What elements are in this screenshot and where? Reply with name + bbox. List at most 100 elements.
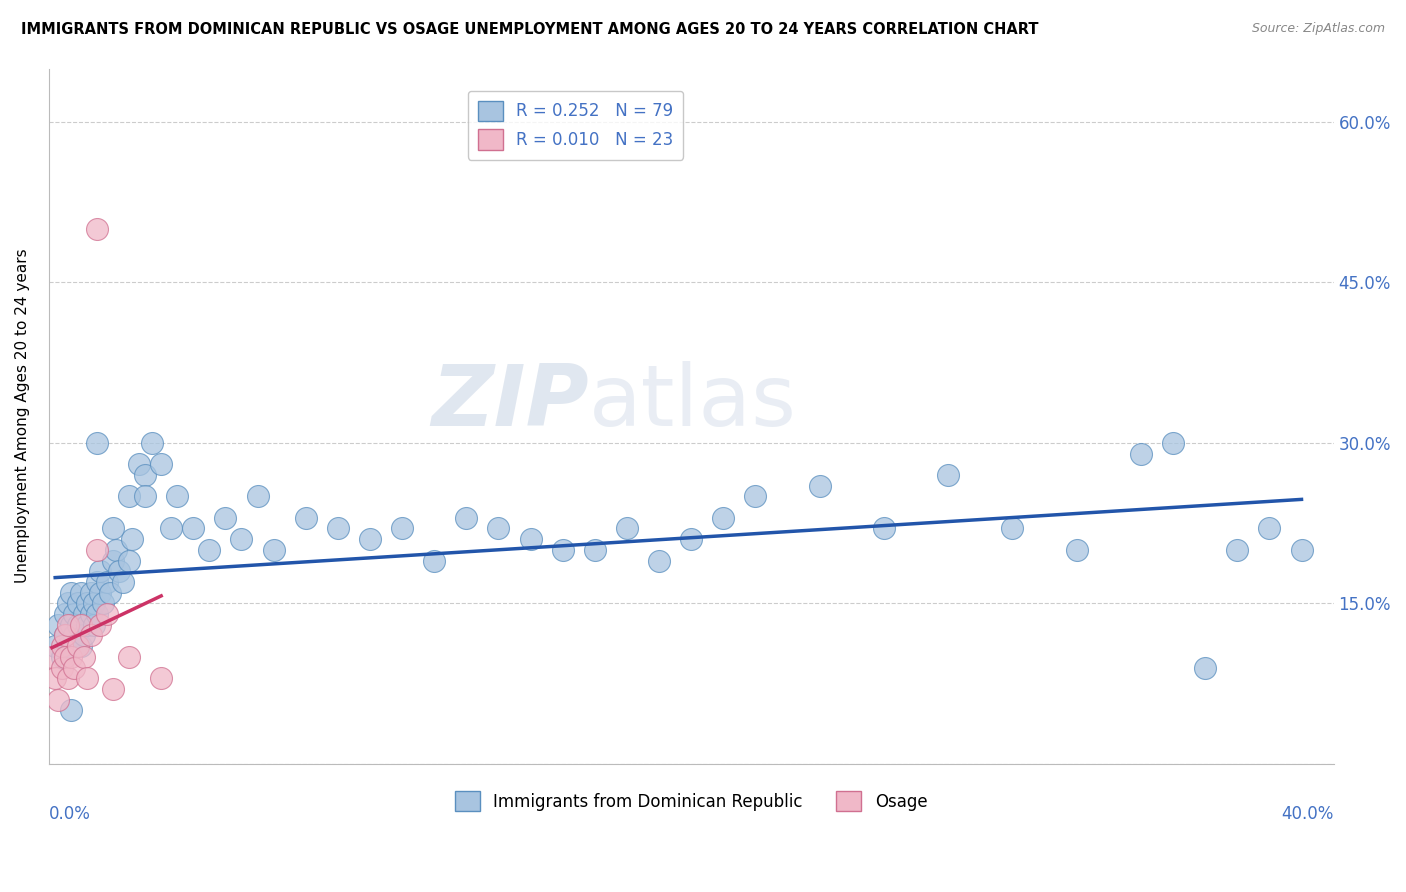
Point (53, 607, 76, 621)
Point (648, 553, 671, 567)
Point (41, 649, 63, 664)
Point (294, 510, 316, 524)
Point (108, 564, 131, 578)
Point (56, 596, 79, 610)
Point (89, 617, 111, 632)
Point (711, 510, 734, 524)
Point (76, 596, 98, 610)
Point (681, 532, 703, 546)
Point (744, 489, 766, 503)
Point (519, 532, 541, 546)
Point (1258, 521, 1281, 535)
Point (53, 649, 76, 664)
Point (86, 542, 108, 557)
Point (60, 617, 83, 632)
Point (48, 617, 70, 632)
Point (214, 510, 236, 524)
Text: Source: ZipAtlas.com: Source: ZipAtlas.com (1251, 22, 1385, 36)
Point (51, 639, 73, 653)
Point (1161, 436, 1184, 450)
Point (63, 628, 86, 642)
Legend: Immigrants from Dominican Republic, Osage: Immigrants from Dominican Republic, Osag… (449, 784, 934, 818)
Point (456, 510, 478, 524)
Point (89, 564, 111, 578)
Point (198, 542, 221, 557)
Point (60, 703, 83, 717)
Y-axis label: Unemployment Among Ages 20 to 24 years: Unemployment Among Ages 20 to 24 years (15, 249, 30, 583)
Text: atlas: atlas (588, 360, 796, 443)
Point (79, 628, 101, 642)
Point (134, 489, 156, 503)
Point (111, 574, 134, 589)
Point (66, 639, 89, 653)
Point (118, 649, 141, 664)
Point (616, 521, 638, 535)
Point (56, 671, 79, 685)
Point (51, 660, 73, 674)
Point (44, 671, 66, 685)
Point (79, 607, 101, 621)
Point (96, 607, 118, 621)
Point (86, 222, 108, 236)
Point (89, 585, 111, 599)
Point (1066, 542, 1088, 557)
Point (63, 607, 86, 621)
Point (141, 436, 163, 450)
Point (98, 585, 121, 599)
Point (51, 649, 73, 664)
Point (1291, 542, 1313, 557)
Point (936, 468, 959, 483)
Text: 0.0%: 0.0% (49, 805, 90, 823)
Point (359, 532, 381, 546)
Point (83, 617, 105, 632)
Point (44, 639, 66, 653)
Point (105, 542, 128, 557)
Point (423, 553, 446, 567)
Point (121, 532, 143, 546)
Point (96, 574, 118, 589)
Point (53, 628, 76, 642)
Point (86, 607, 108, 621)
Point (48, 692, 70, 706)
Point (391, 521, 413, 535)
Point (118, 553, 141, 567)
Point (808, 479, 831, 493)
Point (1194, 660, 1216, 674)
Point (263, 542, 285, 557)
Point (166, 489, 188, 503)
Point (53, 628, 76, 642)
Point (128, 458, 150, 472)
Point (101, 553, 124, 567)
Point (159, 521, 181, 535)
Text: 40.0%: 40.0% (1281, 805, 1334, 823)
Point (150, 671, 173, 685)
Point (181, 521, 204, 535)
Point (70, 639, 93, 653)
Point (488, 521, 510, 535)
Point (79, 585, 101, 599)
Point (63, 660, 86, 674)
Point (326, 521, 349, 535)
Point (70, 585, 93, 599)
Point (86, 574, 108, 589)
Point (86, 436, 108, 450)
Point (118, 489, 141, 503)
Point (60, 649, 83, 664)
Point (134, 468, 156, 483)
Point (66, 596, 89, 610)
Point (73, 607, 96, 621)
Point (231, 532, 253, 546)
Point (150, 458, 173, 472)
Point (76, 671, 98, 685)
Text: ZIP: ZIP (430, 360, 588, 443)
Point (73, 649, 96, 664)
Point (1129, 447, 1152, 461)
Point (70, 617, 93, 632)
Point (583, 542, 606, 557)
Point (56, 639, 79, 653)
Point (101, 681, 124, 696)
Point (56, 617, 79, 632)
Point (60, 585, 83, 599)
Text: IMMIGRANTS FROM DOMINICAN REPUBLIC VS OSAGE UNEMPLOYMENT AMONG AGES 20 TO 24 YEA: IMMIGRANTS FROM DOMINICAN REPUBLIC VS OS… (21, 22, 1039, 37)
Point (66, 617, 89, 632)
